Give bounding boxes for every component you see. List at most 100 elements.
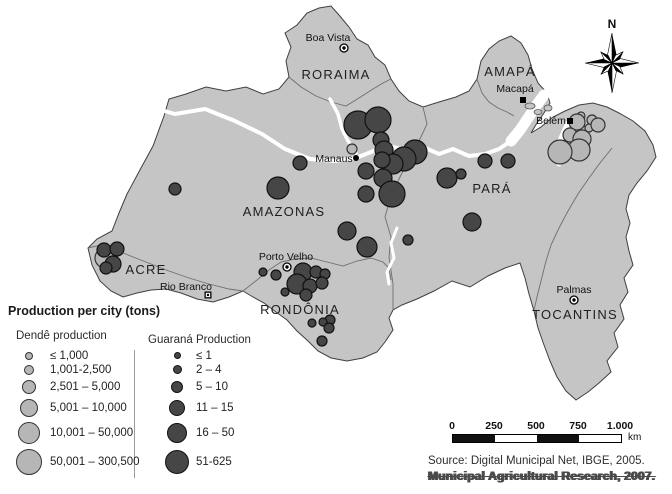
legend-range-label: ≤ 1,000	[50, 349, 89, 362]
legend-range-label: 51-625	[196, 455, 232, 468]
source-line-2: Municipal Agricultural Research, 2007.	[428, 469, 656, 483]
state-labels-layer: RORAIMA AMAPÁ PARÁ AMAZONAS ACRE RONDÔNIA TOCA…	[126, 64, 617, 322]
legend-range-label: 5 – 10	[196, 380, 228, 393]
scale-tick: 0	[449, 420, 455, 432]
dende-circle	[346, 143, 358, 155]
legend-range-label: 2 – 4	[196, 363, 222, 376]
city-bel-m: Belém	[536, 115, 573, 127]
city-marker-dot	[342, 46, 346, 50]
state-label-amazonas: AMAZONAS	[243, 204, 326, 219]
source-note: Source: Digital Municipal Net, IBGE, 200…	[428, 454, 655, 484]
cities-layer: Boa Vista Macapá Belém Manaus Porto Velho Rio…	[160, 32, 592, 305]
legend-range-label: 5,001 – 10,000	[50, 401, 127, 414]
guarana-circle	[357, 162, 375, 180]
legend-swatch-wrap	[14, 421, 44, 444]
legend-range-label: 50,001 – 300,500	[50, 455, 140, 468]
guarana-circle	[402, 234, 414, 246]
compass-arm-light	[611, 62, 624, 75]
city-marker	[520, 97, 526, 103]
scale-segment	[579, 435, 621, 442]
compass-arm	[611, 62, 624, 75]
compass-arm	[600, 51, 613, 64]
guarana-circle	[270, 269, 282, 281]
city-manaus: Manaus	[315, 153, 359, 165]
state-label-amap: AMAPÁ	[484, 64, 536, 79]
city-label: Manaus	[315, 153, 352, 165]
compass-arm-light	[611, 51, 624, 64]
legend-swatch-wrap	[14, 448, 44, 475]
legend-swatch-wrap	[14, 398, 44, 417]
compass-north-label: N	[608, 17, 617, 31]
city-marker-dot	[285, 265, 289, 269]
island	[543, 104, 553, 112]
border-para-tocantins	[533, 147, 613, 311]
city-boa-vista: Boa Vista	[306, 32, 351, 53]
legend-range-label: 11 – 15	[196, 401, 234, 414]
guarana-circle	[477, 153, 493, 169]
legend-row: 11 – 15	[164, 396, 234, 419]
city-palmas: Palmas	[556, 284, 592, 305]
legend-row: 5 – 10	[164, 377, 234, 396]
mouth-islands	[524, 102, 553, 115]
border-amapa-para	[476, 78, 515, 117]
legend-swatch-wrap	[164, 365, 190, 374]
legend-range-label: 16 – 50	[196, 426, 235, 439]
guarana-circle	[316, 335, 328, 347]
legend-row: 2 – 4	[164, 362, 234, 377]
amazon-mouth	[505, 89, 550, 147]
city-rio-branco: Rio Branco	[160, 281, 212, 299]
guarana-circle	[307, 318, 317, 328]
legend-row: 50,001 – 300,500	[14, 446, 140, 477]
guarana-circle	[356, 236, 378, 258]
legend-circle	[169, 399, 185, 416]
scale-tick: 1.000	[606, 420, 634, 432]
legend-divider	[134, 350, 135, 478]
guarana-circle	[292, 155, 308, 171]
legend-row: 1,001-2,500	[14, 362, 140, 377]
guarana-circle	[99, 261, 113, 275]
legend-circle	[24, 364, 34, 375]
legend-row: ≤ 1,000	[14, 349, 140, 362]
legend-swatch-wrap	[164, 449, 190, 474]
scale-bar: 0 250 500 750 1.000 km	[449, 420, 652, 443]
city-macap-: Macapá	[496, 83, 534, 103]
scale-bar-segments	[452, 434, 622, 443]
scale-segment	[537, 435, 579, 442]
compass-arm-light	[600, 51, 613, 64]
legend-title: Production per city (tons)	[8, 304, 161, 318]
legend-circle	[18, 421, 40, 444]
dende-circle	[590, 117, 606, 133]
city-marker-dot	[572, 298, 576, 302]
state-label-acre: ACRE	[126, 262, 167, 277]
guarana-circle	[455, 168, 467, 180]
legend-guarana-subtitle: Guaraná Production	[148, 334, 251, 346]
guarana-circle	[109, 241, 125, 257]
city-marker	[353, 155, 359, 161]
guarana-circle	[299, 288, 313, 302]
dende-circles-layer	[94, 111, 606, 269]
legend-swatch-wrap	[14, 364, 44, 375]
legend-circle	[173, 352, 181, 359]
city-marker-dot	[206, 293, 210, 297]
legend-range-label: 2,501 – 5,000	[50, 380, 121, 393]
scale-tick-labels: 0 250 500 750 1.000	[449, 420, 652, 433]
legend-row: 51-625	[164, 446, 234, 477]
legend-dende-subtitle: Dendê production	[16, 330, 107, 342]
guarana-circle	[337, 221, 357, 241]
guarana-circle	[318, 317, 328, 327]
city-label: Belém	[536, 115, 566, 127]
scale-tick: 500	[527, 420, 545, 432]
legend-row: 16 – 50	[164, 419, 234, 446]
source-line-1: Source: Digital Municipal Net, IBGE, 200…	[428, 455, 645, 467]
legend-range-label: 10,001 – 50,000	[50, 426, 134, 439]
legend-circle	[171, 380, 183, 393]
city-label: Boa Vista	[306, 32, 351, 44]
legend-circle	[25, 351, 33, 360]
guarana-circle	[96, 242, 112, 258]
legend-swatch-wrap	[164, 352, 190, 359]
border-roraima-amazonas	[288, 76, 392, 107]
city-label: Porto Velho	[259, 251, 313, 263]
legend-swatch-wrap	[164, 422, 190, 443]
legend-circle	[16, 448, 42, 475]
